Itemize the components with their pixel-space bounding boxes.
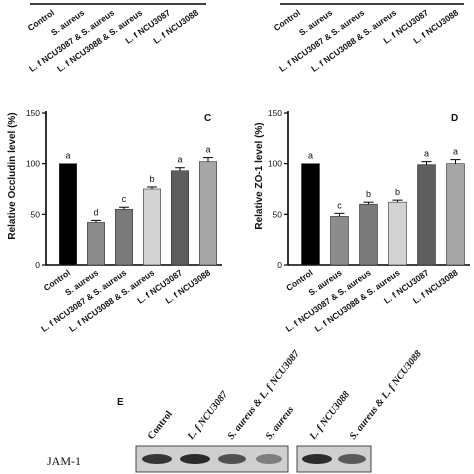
panel-d-significance-letter: b: [366, 189, 371, 199]
panel-c-significance-letter: d: [93, 207, 98, 217]
panel-d-y-tick-label: 150: [268, 108, 282, 118]
panel-d-y-tick-label: 0: [277, 260, 282, 270]
panel-c-bar: [171, 170, 189, 266]
panel-c-bar: [87, 222, 105, 266]
panel-d-bar: [417, 164, 436, 266]
panel-d-significance-letter: b: [395, 187, 400, 197]
panel-d-significance-letter: a: [424, 149, 429, 159]
panel-d-significance-letter: a: [453, 147, 458, 157]
blot-protein-label: JAM-1: [47, 454, 81, 468]
panel-d-bar: [301, 163, 320, 266]
blot-band: [302, 454, 332, 464]
panel-c-bar: [143, 188, 161, 266]
blot-band: [142, 454, 172, 464]
panel-d-bar: [330, 216, 349, 266]
panel-c-significance-letter: a: [177, 155, 182, 165]
panel-c-y-tick-label: 100: [26, 159, 40, 169]
panel-c-bar: [115, 208, 133, 266]
panel-c-label: C: [204, 113, 211, 124]
panel-c-significance-letter: a: [205, 145, 210, 155]
panel-d-bar: [446, 163, 465, 266]
panel-d-significance-letter: c: [337, 200, 342, 210]
panel-d-y-tick-label: 50: [273, 209, 283, 219]
panel-d-label: D: [451, 113, 458, 124]
blot-band: [256, 454, 282, 464]
panel-e-label: E: [117, 397, 124, 408]
panel-d-bar: [388, 201, 407, 266]
panel-c-y-axis-label: Relative Occludin level (%): [7, 112, 18, 239]
panel-d-significance-letter: a: [308, 151, 313, 161]
panel-c-bar: [199, 161, 217, 266]
panel-c-y-tick-label: 150: [26, 108, 40, 118]
panel-d-y-tick-label: 100: [268, 159, 282, 169]
panel-d-bar: [359, 203, 378, 266]
blot-band: [218, 454, 246, 464]
blot-band: [180, 454, 210, 464]
panel-c-bar: [59, 163, 77, 266]
blot-band: [338, 454, 366, 464]
panel-c-significance-letter: c: [122, 194, 127, 204]
panel-c-y-tick-label: 0: [35, 260, 40, 270]
panel-c-significance-letter: b: [149, 174, 154, 184]
panel-c-significance-letter: a: [65, 151, 70, 161]
panel-d-y-axis-label: Relative ZO-1 level (%): [254, 122, 265, 229]
panel-c-y-tick-label: 50: [31, 209, 41, 219]
